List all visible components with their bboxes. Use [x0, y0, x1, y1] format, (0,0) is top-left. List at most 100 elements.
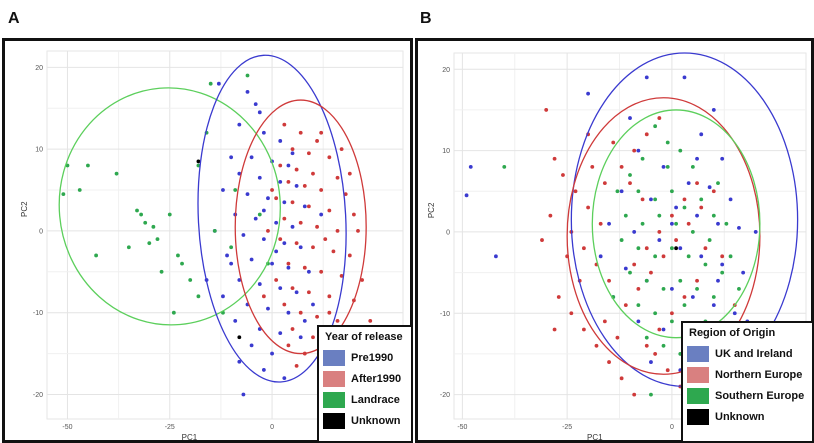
chart-b-x-tick-label: 0 [670, 424, 674, 431]
chart-a-point-pre1990 [286, 163, 291, 168]
chart-a-point-pre1990 [286, 310, 291, 315]
chart-b-point-uk-and-ireland [636, 148, 641, 153]
chart-b-point-uk-and-ireland [682, 75, 687, 80]
chart-a-point-landrace [196, 294, 201, 299]
chart-a-point-after1990 [290, 327, 295, 331]
chart-b-point-uk-and-ireland [728, 197, 733, 202]
legend-b-label-unknown: Unknown [715, 410, 765, 423]
chart-a-point-unknown [196, 159, 201, 164]
chart-b-point-uk-and-ireland [628, 116, 632, 120]
chart-b-point-southern-europe [720, 270, 725, 275]
legend-b-item-unknown: Unknown [687, 406, 812, 427]
chart-b-point-uk-and-ireland [623, 266, 628, 271]
legend-a-title: Year of release [325, 331, 403, 343]
chart-a-point-after1990 [356, 229, 360, 233]
chart-a-point-pre1990 [253, 216, 258, 221]
chart-b-point-northern-europe [552, 327, 557, 332]
legend-b-swatch-uk-ireland [687, 345, 709, 362]
chart-b-point-southern-europe [690, 164, 695, 169]
chart-b-point-uk-and-ireland [753, 230, 758, 234]
chart-a-point-after1990 [290, 147, 295, 152]
chart-a-point-after1990 [319, 269, 324, 274]
chart-a-point-after1990 [319, 130, 324, 135]
chart-a-point-pre1990 [302, 318, 307, 323]
chart-b-point-northern-europe [644, 343, 649, 348]
chart-a-point-after1990 [294, 167, 299, 172]
legend-a-item-unknown: Unknown [323, 410, 411, 431]
legend-b-item-northern-europe: Northern Europe [687, 364, 812, 385]
chart-a-point-after1990 [282, 122, 287, 127]
chart-a-point-after1990 [343, 192, 348, 197]
chart-b-point-uk-and-ireland [711, 108, 716, 112]
chart-a-point-landrace [94, 253, 99, 258]
chart-a-point-landrace [155, 237, 160, 241]
chart-b-point-northern-europe [661, 254, 666, 259]
chart-b-point-uk-and-ireland [464, 193, 469, 198]
chart-b-point-northern-europe [586, 205, 590, 210]
chart-a-point-after1990 [319, 188, 324, 192]
chart-b-ellipse-southern-europe [591, 109, 761, 339]
chart-a-point-after1990 [298, 310, 303, 315]
chart-b-y-tick-label: 0 [446, 229, 450, 236]
chart-a-series-pre1990 [204, 81, 324, 397]
chart-a-point-pre1990 [282, 200, 287, 205]
chart-b-point-northern-europe [636, 286, 641, 291]
chart-a-point-after1990 [290, 286, 295, 291]
chart-b-x-tick-label: -25 [562, 424, 572, 431]
chart-a-point-after1990 [327, 294, 332, 299]
chart-a-point-after1990 [282, 302, 287, 307]
chart-a-point-after1990 [261, 294, 266, 299]
legend-b-label-uk-ireland: UK and Ireland [715, 347, 793, 360]
chart-a-point-landrace [86, 163, 90, 168]
chart-a-point-landrace [143, 220, 148, 225]
chart-a-point-after1990 [282, 216, 287, 221]
chart-b-point-northern-europe [540, 238, 544, 242]
chart-a-point-after1990 [368, 318, 373, 323]
chart-a-point-landrace [180, 261, 184, 266]
chart-b-point-uk-and-ireland [619, 189, 624, 194]
chart-b-point-southern-europe [703, 262, 708, 267]
chart-b-point-southern-europe [653, 254, 658, 259]
chart-a-point-pre1990 [298, 335, 303, 340]
chart-b-point-southern-europe [623, 213, 628, 218]
chart-a-point-pre1990 [237, 359, 242, 364]
chart-b-point-southern-europe [657, 213, 662, 218]
chart-b-point-southern-europe [636, 303, 641, 308]
chart-a-point-pre1990 [278, 139, 283, 143]
chart-b-point-northern-europe [619, 164, 624, 169]
chart-b-point-southern-europe [670, 189, 674, 194]
chart-a-point-landrace [212, 229, 217, 233]
panel-a-letter: A [8, 10, 20, 27]
chart-b-point-northern-europe [628, 181, 632, 186]
chart-a-point-pre1990 [233, 318, 238, 323]
legend-a-swatch-pre1990 [323, 349, 345, 366]
chart-a-ellipse-landrace [58, 87, 281, 326]
chart-b-point-southern-europe [636, 189, 641, 194]
chart-b-point-northern-europe [569, 311, 574, 316]
chart-a-point-after1990 [294, 241, 299, 246]
chart-b-point-uk-and-ireland [711, 303, 716, 308]
chart-a-point-landrace [171, 310, 176, 315]
chart-b-point-uk-and-ireland [716, 278, 720, 283]
chart-b-point-northern-europe [544, 108, 549, 112]
chart-a-ellipse-pre1990 [197, 54, 347, 383]
chart-a-point-pre1990 [241, 233, 246, 237]
legend-b-item-southern-europe: Southern Europe [687, 385, 812, 406]
chart-a-point-pre1990 [245, 192, 250, 197]
chart-b-point-southern-europe [682, 205, 687, 210]
chart-a-point-landrace [229, 245, 234, 250]
chart-b-point-uk-and-ireland [720, 262, 725, 267]
chart-a-point-after1990 [339, 147, 344, 152]
chart-a-point-pre1990 [221, 294, 225, 299]
legend-b: Region of Origin UK and Ireland Northern… [681, 321, 814, 443]
chart-a-point-unknown [237, 335, 242, 340]
chart-b-point-southern-europe [644, 278, 649, 283]
chart-b-point-southern-europe [502, 164, 507, 169]
chart-b-point-uk-and-ireland [657, 238, 662, 242]
chart-b-point-southern-europe [690, 230, 695, 234]
chart-b-point-uk-and-ireland [741, 270, 746, 275]
chart-b-point-northern-europe [649, 270, 653, 275]
chart-a-point-after1990 [311, 245, 315, 250]
legend-a-swatch-after1990 [323, 370, 345, 387]
chart-a-point-pre1990 [261, 237, 266, 241]
